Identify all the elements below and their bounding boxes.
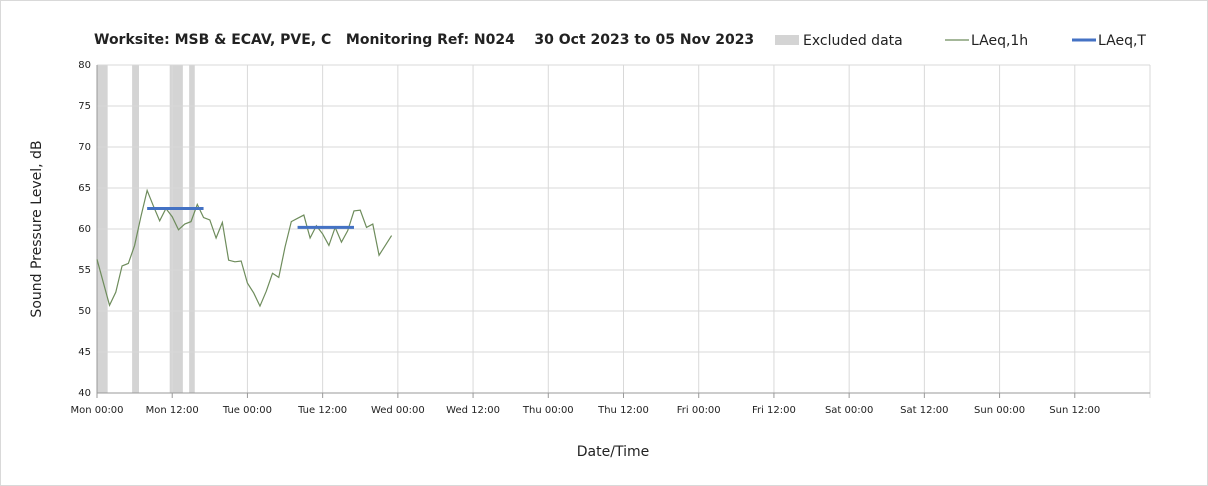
y-tick-label: 40 xyxy=(78,388,91,399)
x-tick-label: Sat 00:00 xyxy=(825,405,873,416)
x-tick-label: Sat 12:00 xyxy=(900,405,948,416)
y-tick-label: 65 xyxy=(78,183,91,194)
x-axis-label: Date/Time xyxy=(577,444,649,460)
x-tick-label: Mon 00:00 xyxy=(70,405,123,416)
legend-label: LAeq,1h xyxy=(971,33,1028,49)
series-line xyxy=(147,207,354,229)
x-tick-label: Wed 00:00 xyxy=(371,405,425,416)
x-tick-label: Tue 12:00 xyxy=(297,405,347,416)
y-tick-label: 55 xyxy=(78,265,91,276)
x-tick-label: Tue 00:00 xyxy=(222,405,272,416)
y-tick-label: 80 xyxy=(78,60,91,71)
x-tick-label: Mon 12:00 xyxy=(146,405,199,416)
x-tick-label: Fri 12:00 xyxy=(752,405,796,416)
x-tick-label: Fri 00:00 xyxy=(677,405,721,416)
x-tick-label: Sun 00:00 xyxy=(974,405,1025,416)
x-tick-label: Thu 12:00 xyxy=(597,405,649,416)
y-axis-label: Sound Pressure Level, dB xyxy=(29,140,45,317)
x-tick-label: Thu 00:00 xyxy=(522,405,574,416)
y-tick-label: 70 xyxy=(78,142,91,153)
x-tick-label: Sun 12:00 xyxy=(1049,405,1100,416)
y-tick-label: 50 xyxy=(78,306,91,317)
legend-label: Excluded data xyxy=(803,33,903,49)
y-tick-label: 75 xyxy=(78,101,91,112)
x-tick-label: Wed 12:00 xyxy=(446,405,500,416)
y-tick-label: 60 xyxy=(78,224,91,235)
chart-title: Worksite: MSB & ECAV, PVE, C Monitoring … xyxy=(94,32,754,48)
legend-label: LAeq,T xyxy=(1098,33,1146,49)
series-line xyxy=(96,188,393,308)
y-tick-label: 45 xyxy=(78,347,91,358)
legend-swatch xyxy=(775,35,799,45)
